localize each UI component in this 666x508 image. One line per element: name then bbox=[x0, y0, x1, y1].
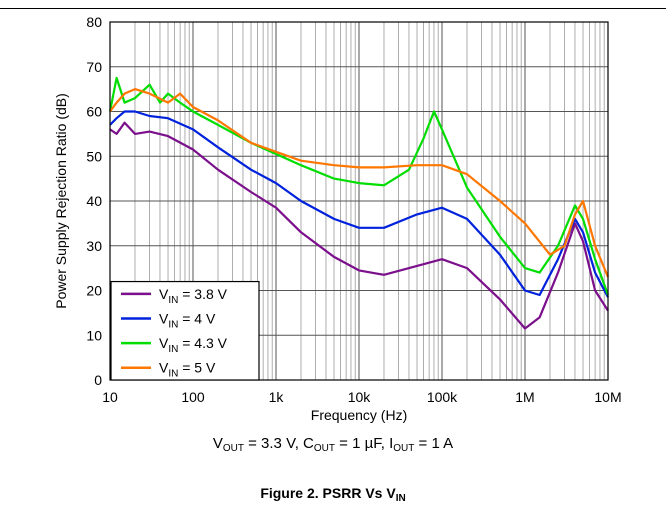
y-tick-label: 30 bbox=[86, 238, 102, 254]
iout-symbol: I bbox=[389, 435, 394, 452]
legend: VIN = 3.8 V VIN = 4 V VIN = 4.3 V VIN = 5 V bbox=[110, 280, 260, 381]
cout-symbol: C bbox=[303, 435, 314, 452]
x-tick-labels: 10 100 1k 10k 100k 1M 10M bbox=[102, 389, 621, 405]
vout-symbol: V bbox=[212, 435, 223, 452]
figure-title-main: Figure 2. PSRR Vs V bbox=[260, 485, 396, 501]
cout-value: = 1 µF, bbox=[334, 435, 390, 452]
figure-title: Figure 2. PSRR Vs VIN bbox=[0, 485, 666, 504]
y-tick-label: 0 bbox=[94, 372, 102, 388]
y-tick-label: 40 bbox=[86, 193, 102, 209]
test-conditions: VOUT = 3.3 V, COUT = 1 µF, IOUT = 1 A bbox=[0, 435, 666, 454]
legend-entry-label: VIN = 4 V bbox=[159, 310, 216, 330]
y-axis-label: Power Supply Rejection Ratio (dB) bbox=[53, 93, 69, 309]
x-tick-label: 10M bbox=[594, 389, 621, 405]
legend-box bbox=[110, 280, 260, 381]
y-tick-label: 10 bbox=[86, 327, 102, 343]
series-layer bbox=[108, 76, 610, 330]
x-tick-label: 100 bbox=[181, 389, 205, 405]
y-tick-label: 20 bbox=[86, 283, 102, 299]
vout-subscript: OUT bbox=[222, 443, 244, 454]
y-tick-label: 50 bbox=[86, 148, 102, 164]
y-tick-label: 80 bbox=[86, 14, 102, 30]
iout-value: = 1 A bbox=[414, 435, 454, 452]
x-tick-label: 1M bbox=[515, 389, 534, 405]
series-line bbox=[109, 121, 609, 330]
y-tick-label: 60 bbox=[86, 104, 102, 120]
iout-subscript: OUT bbox=[393, 443, 415, 454]
legend-entry-label: VIN = 3.8 V bbox=[159, 286, 228, 306]
vout-value: = 3.3 V, bbox=[243, 435, 304, 452]
x-axis-label: Frequency (Hz) bbox=[311, 407, 407, 423]
legend-entry-label: VIN = 4.3 V bbox=[159, 335, 228, 355]
x-tick-label: 10k bbox=[348, 389, 372, 405]
figure-title-subscript: IN bbox=[395, 493, 406, 504]
x-tick-label: 1k bbox=[269, 389, 285, 405]
x-tick-label: 10 bbox=[102, 389, 118, 405]
series-line bbox=[109, 110, 609, 298]
x-tick-label: 100k bbox=[427, 389, 458, 405]
series-line bbox=[109, 88, 610, 278]
y-tick-labels: 0 10 20 30 40 50 60 70 80 bbox=[86, 14, 102, 388]
legend-entry-label: VIN = 5 V bbox=[159, 360, 216, 380]
top-rule bbox=[0, 8, 666, 9]
plot-frame bbox=[109, 21, 609, 381]
y-tick-label: 70 bbox=[86, 59, 102, 75]
cout-subscript: OUT bbox=[313, 443, 335, 454]
